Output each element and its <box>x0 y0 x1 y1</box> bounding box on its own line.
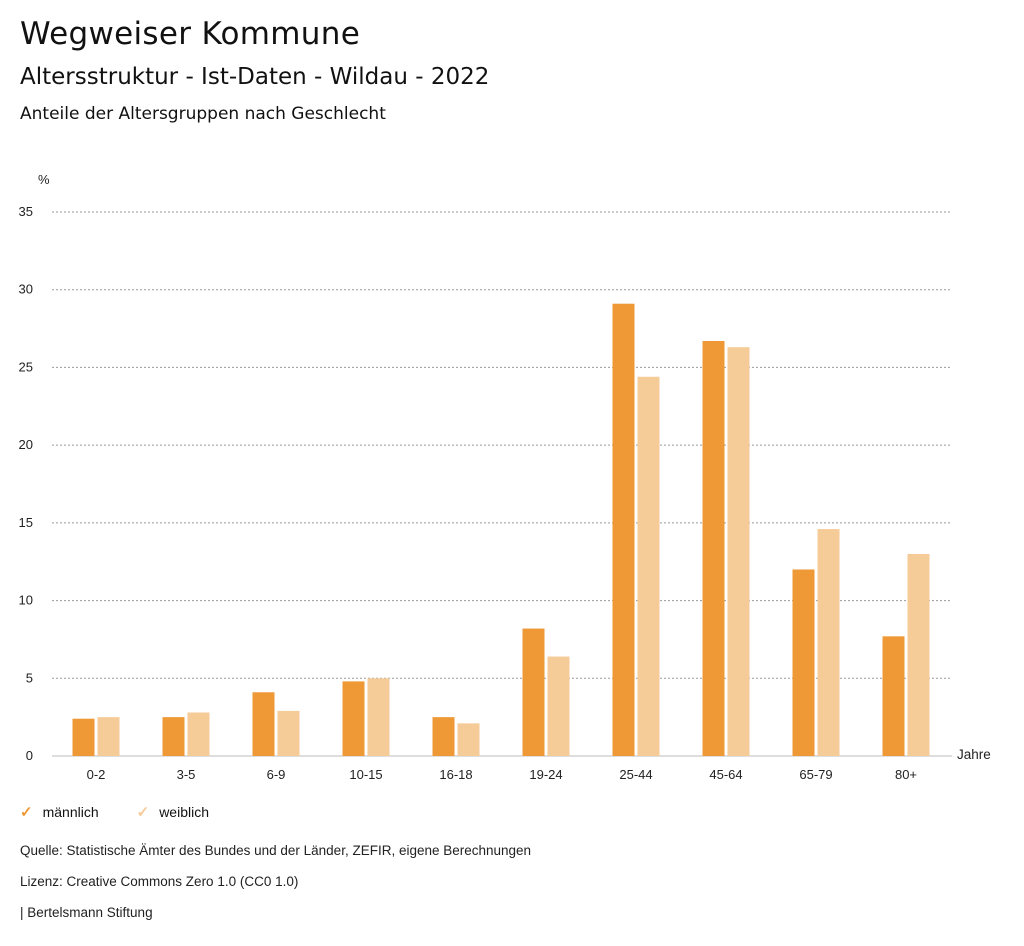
legend-label-weiblich: weiblich <box>159 804 209 820</box>
bar-maennlich-0-2 <box>72 718 95 756</box>
x-tick-label: 65-79 <box>799 767 832 782</box>
bar-weiblich-16-18 <box>457 723 480 756</box>
bar-maennlich-6-9 <box>252 692 275 756</box>
bar-weiblich-0-2 <box>97 717 120 756</box>
y-tick-label: 25 <box>19 359 33 374</box>
x-tick-label: 0-2 <box>87 767 106 782</box>
x-tick-label: 80+ <box>895 767 917 782</box>
bar-weiblich-45-64 <box>727 347 750 756</box>
x-tick-label: 3-5 <box>177 767 196 782</box>
y-axis-label: % <box>38 172 50 187</box>
bar-chart: 0 5 10 15 20 25 30 35% Jahre 0-2 3-5 6-9 10-15 16-18 1… <box>19 172 991 782</box>
x-tick-label: 16-18 <box>439 767 472 782</box>
check-icon: ✓ <box>136 804 150 821</box>
bar-weiblich-65-79 <box>817 529 840 756</box>
y-tick-label: 15 <box>19 515 33 530</box>
legend-item-weiblich[interactable]: ✓ weiblich <box>137 803 209 821</box>
bar-weiblich-6-9 <box>277 710 300 756</box>
x-tick-label: 45-64 <box>709 767 742 782</box>
bar-maennlich-65-79 <box>792 569 815 756</box>
bar-maennlich-16-18 <box>432 717 455 756</box>
page-subtitle: Altersstruktur - Ist-Daten - Wildau - 20… <box>20 64 490 90</box>
x-tick-label: 25-44 <box>619 767 652 782</box>
y-tick-label: 30 <box>19 282 33 297</box>
bar-weiblich-80+ <box>907 553 930 756</box>
bar-maennlich-25-44 <box>612 303 635 756</box>
y-tick-label: 0 <box>26 748 33 763</box>
y-tick-label: 5 <box>26 670 33 685</box>
bar-weiblich-19-24 <box>547 656 570 756</box>
chart-heading: Anteile der Altersgruppen nach Geschlech… <box>20 104 386 124</box>
source-note: Quelle: Statistische Ämter des Bundes un… <box>20 843 532 858</box>
publisher-note: | Bertelsmann Stiftung <box>20 905 153 920</box>
bar-weiblich-10-15 <box>367 678 390 756</box>
y-tick-label: 35 <box>19 204 33 219</box>
x-tick-label: 19-24 <box>529 767 562 782</box>
legend-label-maennlich: männlich <box>42 804 99 820</box>
bar-maennlich-3-5 <box>162 717 185 756</box>
chart-legend: ✓ männlich ✓ weiblich <box>20 803 209 821</box>
bar-weiblich-3-5 <box>187 712 210 756</box>
bar-maennlich-80+ <box>882 636 905 756</box>
x-tick-label: 10-15 <box>349 767 382 782</box>
x-tick-label: 6-9 <box>267 767 286 782</box>
bar-weiblich-25-44 <box>637 376 660 756</box>
legend-item-maennlich[interactable]: ✓ männlich <box>20 803 99 821</box>
page-title: Wegweiser Kommune <box>20 16 361 52</box>
check-icon: ✓ <box>20 804 33 821</box>
bar-maennlich-10-15 <box>342 681 365 756</box>
bar-maennlich-19-24 <box>522 628 545 756</box>
bar-maennlich-45-64 <box>702 341 725 756</box>
y-tick-label: 20 <box>19 437 33 452</box>
y-tick-label: 10 <box>19 593 33 608</box>
license-note: Lizenz: Creative Commons Zero 1.0 (CC0 1… <box>20 874 299 889</box>
x-axis-label: Jahre <box>957 747 991 762</box>
